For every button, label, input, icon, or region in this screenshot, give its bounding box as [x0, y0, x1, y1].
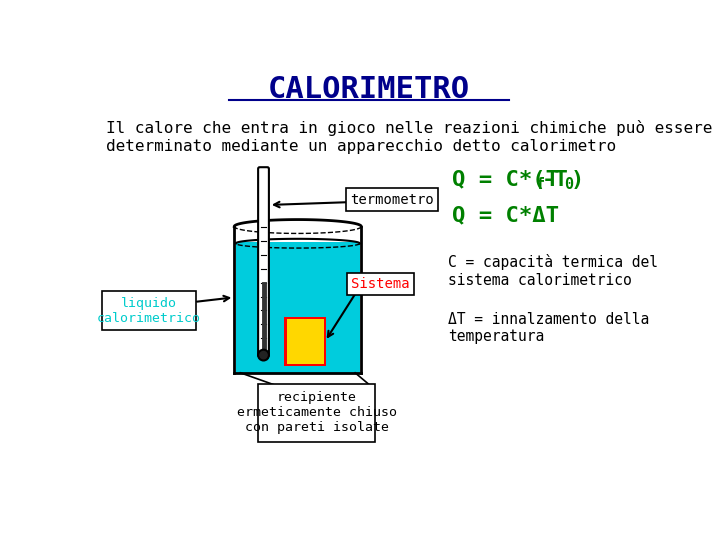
- FancyBboxPatch shape: [287, 319, 323, 363]
- Text: recipiente
ermeticamente chiuso
con pareti isolate: recipiente ermeticamente chiuso con pare…: [237, 392, 397, 434]
- Circle shape: [258, 350, 269, 361]
- Text: termometro: termometro: [350, 193, 434, 206]
- FancyBboxPatch shape: [284, 316, 326, 366]
- Text: -T: -T: [541, 170, 568, 190]
- Text: CALORIMETRO: CALORIMETRO: [268, 75, 470, 104]
- Text: ): ): [571, 170, 584, 190]
- Text: liquido
calorimetrico: liquido calorimetrico: [96, 297, 201, 325]
- Text: Q = C*ΔT: Q = C*ΔT: [452, 205, 559, 225]
- Text: C = capacità termica del
sistema calorimetrico: C = capacità termica del sistema calorim…: [449, 254, 658, 288]
- FancyBboxPatch shape: [102, 291, 196, 330]
- FancyBboxPatch shape: [258, 383, 375, 442]
- Text: Q = C*(T: Q = C*(T: [452, 170, 559, 190]
- Text: Sistema: Sistema: [351, 277, 410, 291]
- Text: ΔT = innalzamento della
temperatura: ΔT = innalzamento della temperatura: [449, 312, 649, 345]
- Text: f: f: [535, 177, 544, 192]
- FancyBboxPatch shape: [235, 242, 360, 373]
- Text: Il calore che entra in gioco nelle reazioni chimiche può essere
determinato medi: Il calore che entra in gioco nelle reazi…: [106, 120, 712, 154]
- Text: 0: 0: [564, 177, 574, 192]
- FancyBboxPatch shape: [258, 167, 269, 356]
